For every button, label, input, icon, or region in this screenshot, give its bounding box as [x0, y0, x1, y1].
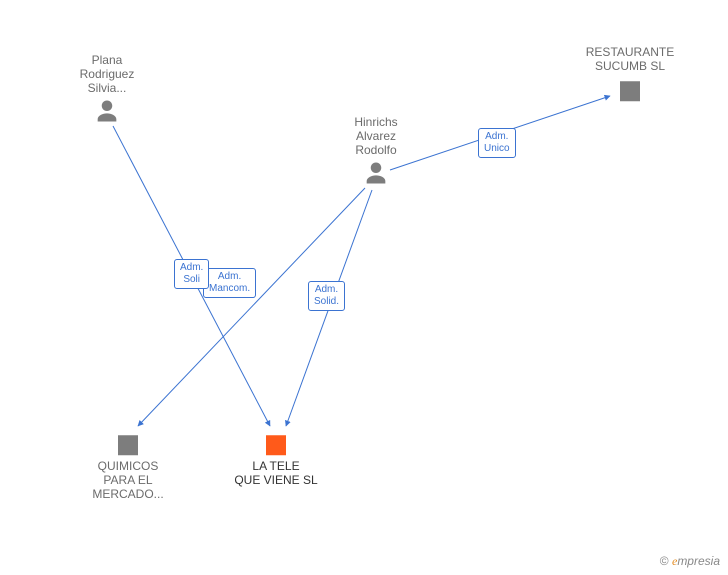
node-label: Plana Rodriguez Silvia...	[52, 53, 162, 95]
person-icon	[52, 97, 162, 125]
building-icon	[575, 75, 685, 105]
brand-rest: mpresia	[677, 554, 720, 568]
node-latele[interactable]: LA TELE QUE VIENE SL	[221, 427, 331, 487]
node-plana[interactable]: Plana Rodriguez Silvia...	[52, 53, 162, 125]
footer-credit: © empresia	[660, 554, 720, 569]
copyright-symbol: ©	[660, 554, 669, 568]
node-label: Hinrichs Alvarez Rodolfo	[321, 115, 431, 157]
node-quimicos[interactable]: QUIMICOS PARA EL MERCADO...	[73, 427, 183, 501]
node-label: LA TELE QUE VIENE SL	[221, 459, 331, 487]
node-label: RESTAURANTE SUCUMB SL	[575, 45, 685, 73]
node-label: QUIMICOS PARA EL MERCADO...	[73, 459, 183, 501]
node-restaurante[interactable]: RESTAURANTE SUCUMB SL	[575, 45, 685, 105]
edge-label: Adm. Solid.	[308, 281, 345, 311]
building-icon	[221, 429, 331, 459]
diagram-canvas: Adm. Mancom. Adm. Solid. Adm. Soli Adm. Uni…	[0, 0, 728, 575]
edge-label: Adm. Soli	[174, 259, 209, 289]
edge-label: Adm. Unico	[478, 128, 516, 158]
person-icon	[321, 159, 431, 187]
edge-label: Adm. Mancom.	[203, 268, 256, 298]
building-icon	[73, 429, 183, 459]
node-hinrichs[interactable]: Hinrichs Alvarez Rodolfo	[321, 115, 431, 187]
